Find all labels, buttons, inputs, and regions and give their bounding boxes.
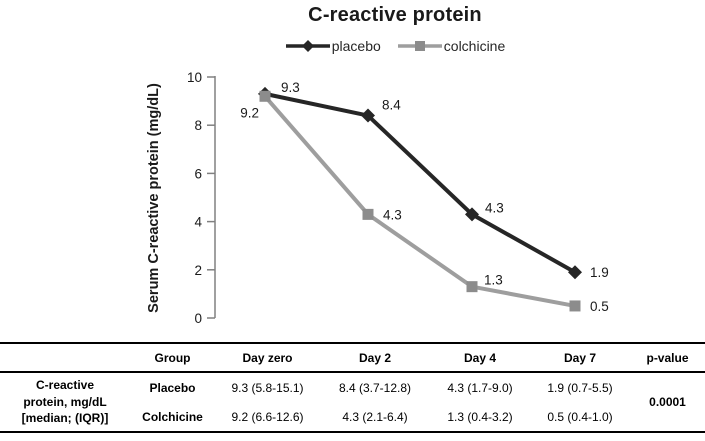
diamond-marker-icon xyxy=(361,108,375,123)
series-line xyxy=(263,94,576,308)
legend-item-colchicine: colchicine xyxy=(397,38,505,54)
y-axis-tick-label: 2 xyxy=(194,263,202,278)
y-axis-tick-label: 6 xyxy=(194,166,202,181)
square-marker-icon xyxy=(414,41,425,51)
group-cell: Colchicine xyxy=(142,409,203,424)
square-marker-icon xyxy=(259,90,271,102)
table-header-cell: Day 7 xyxy=(563,350,597,365)
data-point-label: 1.9 xyxy=(590,265,609,280)
table-row-colchicine: Colchicine 9.2 (6.6-12.6) 4.3 (2.1-6.4) … xyxy=(0,402,705,432)
data-point-label: 9.3 xyxy=(281,80,300,95)
row-label-cell: C-reactive protein, mg/dL [median; (IQR)… xyxy=(21,377,109,426)
table-header-cell: Day 2 xyxy=(358,350,392,365)
diamond-marker-icon xyxy=(568,265,582,280)
table-header-cell: p-value xyxy=(646,350,689,365)
data-point-label: 4.3 xyxy=(383,207,402,222)
table-cell: 9.3 (5.8-15.1) xyxy=(231,380,304,395)
square-marker-icon xyxy=(466,281,478,293)
y-axis-tick-label: 0 xyxy=(194,311,202,326)
chart-title: C-reactive protein xyxy=(308,4,482,26)
y-axis-tick-label: 4 xyxy=(194,215,202,230)
table-cell: 8.4 (3.7-12.8) xyxy=(338,380,412,395)
table-cell: 1.9 (0.7-5.5) xyxy=(547,380,613,395)
diamond-marker-icon xyxy=(301,40,314,52)
legend-label: placebo xyxy=(331,38,381,54)
data-point-label: 8.4 xyxy=(382,98,401,113)
chart-legend: placebo colchicine xyxy=(90,38,700,54)
table-header-cell: Day zero xyxy=(242,350,293,365)
y-axis-tick-label: 10 xyxy=(187,70,202,85)
diamond-marker-icon xyxy=(465,207,479,222)
legend-label: colchicine xyxy=(443,38,506,54)
data-point-label: 1.3 xyxy=(484,273,503,288)
crp-line-chart: 0 2 4 6 8 10 Serum C-reactive protein (mg/dL) 9… xyxy=(146,70,609,326)
data-point-label: 0.5 xyxy=(590,299,609,314)
legend-swatch xyxy=(397,41,442,51)
legend-item-placebo: placebo xyxy=(285,38,381,54)
square-marker-icon xyxy=(362,208,374,220)
series-line xyxy=(264,91,576,274)
data-point-label: 9.2 xyxy=(240,105,259,120)
y-axis-tick-label: 8 xyxy=(194,118,202,133)
square-marker-icon xyxy=(569,300,581,312)
p-value-cell: 0.0001 xyxy=(649,395,686,409)
legend-swatch xyxy=(285,40,330,52)
group-cell: Placebo xyxy=(149,380,196,395)
table-cell: 9.2 (6.6-12.6) xyxy=(231,409,304,424)
table-cell: 4.3 (2.1-6.4) xyxy=(342,409,408,424)
table-header-row: Group Day zero Day 2 Day 4 Day 7 p-value xyxy=(0,343,705,372)
table-cell: 0.5 (0.4-1.0) xyxy=(547,409,613,424)
table-header-cell xyxy=(0,343,130,372)
table-header-cell: Day 4 xyxy=(463,350,497,365)
results-table: Group Day zero Day 2 Day 4 Day 7 p-value… xyxy=(0,342,705,433)
y-axis-title: Serum C-reactive protein (mg/dL) xyxy=(146,83,162,313)
data-point-label: 4.3 xyxy=(485,200,504,215)
table-row-placebo: C-reactive protein, mg/dL [median; (IQR)… xyxy=(0,372,705,426)
table-cell: 4.3 (1.7-9.0) xyxy=(447,380,513,395)
table-header-cell: Group xyxy=(154,350,191,365)
table-cell: 1.3 (0.4-3.2) xyxy=(447,409,513,424)
